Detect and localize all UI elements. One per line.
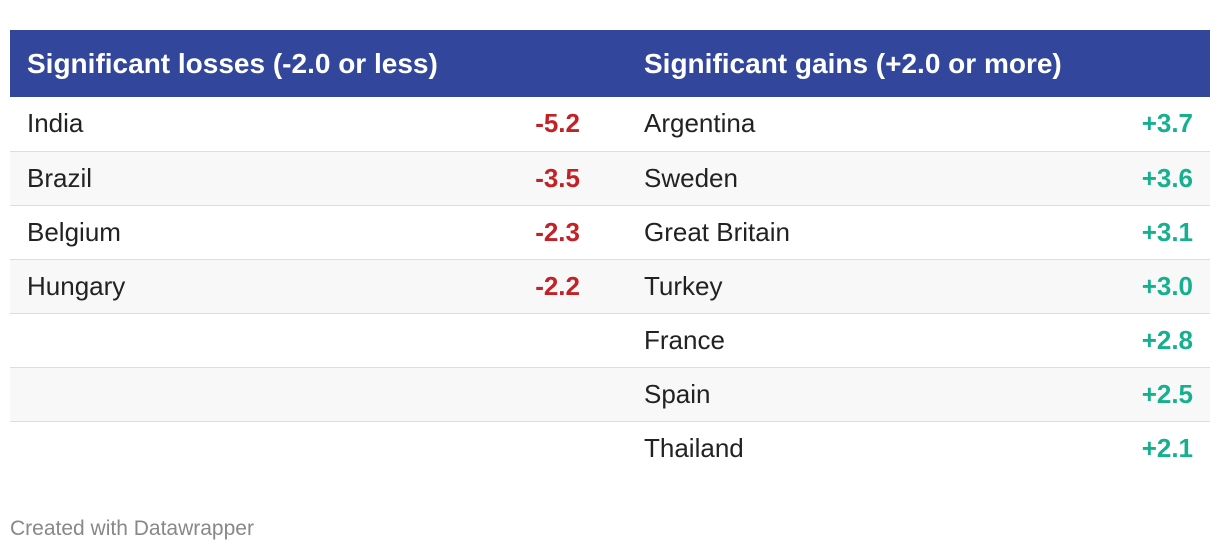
table-row: Spain +2.5 bbox=[10, 367, 1211, 421]
gain-country-cell: Thailand bbox=[644, 432, 744, 463]
losses-header: Significant losses (-2.0 or less) bbox=[27, 47, 438, 79]
loss-country-cell: India bbox=[27, 108, 84, 139]
gains-header: Significant gains (+2.0 or more) bbox=[644, 47, 1062, 79]
column-gap bbox=[597, 313, 627, 367]
loss-value-cell bbox=[440, 421, 597, 475]
column-gap bbox=[597, 30, 627, 97]
loss-value-cell bbox=[440, 367, 597, 421]
loss-country-cell: Brazil bbox=[27, 162, 93, 193]
loss-value-cell: -2.2 bbox=[535, 270, 580, 301]
gain-country-cell: France bbox=[644, 324, 725, 355]
column-gap bbox=[597, 367, 627, 421]
gain-value-cell: +3.0 bbox=[1141, 270, 1194, 301]
column-gap bbox=[597, 205, 627, 259]
table-row: Hungary -2.2 Turkey +3.0 bbox=[10, 259, 1211, 313]
loss-value-cell: -2.3 bbox=[535, 216, 580, 247]
table-header-row: Significant losses (-2.0 or less) Signif… bbox=[10, 30, 1211, 97]
loss-value-cell: -5.2 bbox=[535, 108, 580, 139]
table-row: Belgium -2.3 Great Britain +3.1 bbox=[10, 205, 1211, 259]
loss-value-cell bbox=[440, 313, 597, 367]
table-row: France +2.8 bbox=[10, 313, 1211, 367]
loss-country-cell: Hungary bbox=[27, 270, 126, 301]
table-row: India -5.2 Argentina +3.7 bbox=[10, 97, 1211, 151]
table-row: Brazil -3.5 Sweden +3.6 bbox=[10, 151, 1211, 205]
gain-country-cell: Spain bbox=[644, 378, 711, 409]
column-gap bbox=[597, 259, 627, 313]
gain-country-cell: Turkey bbox=[644, 270, 723, 301]
gain-country-cell: Great Britain bbox=[644, 216, 790, 247]
loss-country-cell bbox=[10, 313, 440, 367]
table-row: Thailand +2.1 bbox=[10, 421, 1210, 475]
gain-value-cell: +2.1 bbox=[1141, 432, 1194, 463]
gain-value-cell: +3.7 bbox=[1141, 108, 1194, 139]
loss-value-cell: -3.5 bbox=[535, 162, 580, 193]
column-gap bbox=[597, 151, 627, 205]
data-table-container: Significant losses (-2.0 or less) Signif… bbox=[10, 30, 1211, 475]
gain-value-cell: +3.6 bbox=[1141, 162, 1194, 193]
loss-country-cell bbox=[10, 367, 440, 421]
column-gap bbox=[597, 421, 627, 475]
loss-country-cell: Belgium bbox=[27, 216, 121, 247]
gain-value-cell: +2.5 bbox=[1141, 378, 1194, 409]
table-body: India -5.2 Argentina +3.7 Brazil -3.5 Sweden +3… bbox=[10, 97, 1211, 475]
footer-credit: Created with Datawrapper bbox=[10, 517, 254, 540]
loss-country-cell bbox=[10, 421, 440, 475]
gain-value-cell: +2.8 bbox=[1141, 324, 1194, 355]
column-gap bbox=[597, 97, 627, 151]
gain-country-cell: Sweden bbox=[644, 162, 738, 193]
losses-gains-table: Significant losses (-2.0 or less) Signif… bbox=[10, 30, 1211, 475]
gain-value-cell: +3.1 bbox=[1141, 216, 1194, 247]
gain-country-cell: Argentina bbox=[644, 108, 756, 139]
